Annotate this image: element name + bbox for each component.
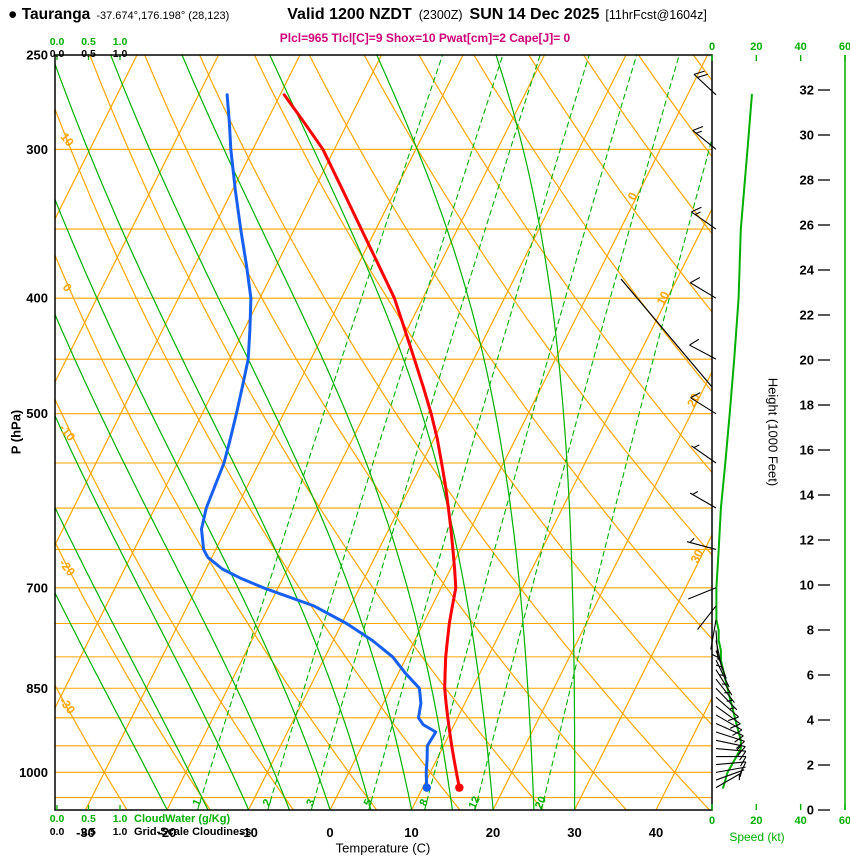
speed-tick-label: 60 [839, 815, 850, 827]
pressure-tick-label: 400 [26, 291, 48, 306]
temperature-curve [282, 93, 464, 792]
scale-tick-label: 0.5 [81, 826, 96, 838]
scale-tick-label: 0.5 [81, 48, 96, 60]
dry-adiabat-label: 0 [60, 281, 75, 295]
temperature-axis-title: Temperature (C) [335, 840, 431, 856]
height-tick-label: 6 [807, 668, 814, 683]
mixing-ratio-label: 3 [304, 797, 317, 808]
valid-date: SUN 14 Dec 2025 [469, 6, 600, 23]
valid-time: Valid 1200 NZDT [287, 6, 412, 23]
dewpoint-curve [200, 93, 438, 792]
height-tick-label: 28 [800, 173, 814, 188]
valid-utc: (2300Z) [418, 8, 463, 22]
scale-label: CloudWater (g/Kg) [134, 813, 231, 825]
temperature-tick-label: 20 [486, 825, 500, 840]
height-tick-label: 8 [807, 623, 814, 638]
station-bullet: ● [8, 6, 18, 23]
pressure-axis-title: P (hPa) [8, 409, 24, 455]
scale-label: Grid-Scale Cloudiness [134, 826, 252, 838]
mixing-ratio-label: 20 [533, 795, 549, 811]
temperature-tick-label: 10 [404, 825, 418, 840]
dry-adiabat-label: 10 [58, 130, 77, 149]
pressure-tick-label: 850 [26, 681, 48, 696]
wind-speed-curve [715, 93, 753, 789]
surface-temp-dot [455, 783, 464, 792]
pressure-tick-label: 500 [26, 406, 48, 421]
scale-tick-label: 0.0 [49, 36, 65, 48]
height-tick-label: 2 [807, 758, 814, 773]
scale-tick-label: 0.5 [81, 813, 96, 825]
temperature-tick-label: -10 [239, 825, 258, 840]
temperature-tick-label: 40 [649, 825, 663, 840]
speed-axis-title: Speed (kt) [729, 830, 785, 844]
temperature-tick-label: -30 [76, 825, 95, 840]
scale-tick-label: 0.0 [49, 826, 65, 838]
mixing-ratio-label: 5 [362, 797, 375, 808]
mixing-ratio-label: 2 [261, 797, 274, 808]
speed-tick-label: 0 [709, 815, 715, 827]
station-title: ● Tauranga [8, 6, 90, 24]
speed-tick-label: 20 [750, 41, 762, 53]
scale-tick-label: 1.0 [112, 813, 128, 825]
parameters-line: Plcl=965 Tlcl[C]=9 Shox=10 Pwat[cm]=2 Ca… [279, 31, 571, 45]
title-bar: ● Tauranga -37.674°,176.198° (28,123) Va… [8, 6, 844, 24]
speed-tick-label: 0 [709, 41, 715, 53]
height-tick-label: 30 [800, 128, 814, 143]
height-tick-label: 0 [807, 803, 814, 818]
temperature-tick-label: 0 [326, 825, 333, 840]
height-tick-label: 4 [807, 713, 815, 728]
height-tick-label: 12 [800, 533, 814, 548]
scale-tick-label: 0.0 [49, 48, 65, 60]
right-axes: 0020204040606002468101214161820222426283… [56, 41, 850, 827]
scale-tick-label: 0.5 [81, 36, 96, 48]
pressure-tick-label: 700 [26, 580, 48, 595]
height-tick-label: 24 [800, 263, 815, 278]
height-tick-label: 20 [800, 353, 814, 368]
mixing-ratio-label: 12 [467, 795, 483, 811]
background-lines-green [55, 55, 712, 810]
height-tick-label: 18 [800, 398, 814, 413]
isotherm-label: 30 [688, 547, 707, 566]
pressure-tick-label: 250 [26, 48, 48, 63]
forecast-info: [11hrFcst@1604z] [605, 8, 707, 22]
background-lines-orange [55, 55, 712, 810]
station-coords: -37.674°,176.198° (28,123) [96, 10, 230, 22]
surface-dewpoint-dot [422, 783, 431, 792]
height-tick-label: 32 [800, 83, 814, 98]
scale-tick-label: 1.0 [112, 826, 128, 838]
height-tick-label: 22 [800, 308, 814, 323]
height-tick-label: 14 [800, 488, 815, 503]
speed-tick-label: 40 [795, 815, 807, 827]
pressure-tick-label: 1000 [19, 765, 48, 780]
scale-tick-label: 1.0 [112, 36, 128, 48]
height-tick-label: 16 [800, 443, 814, 458]
height-axis-title: Height (1000 Feet) [765, 377, 781, 487]
dry-adiabat-label: -20 [56, 556, 78, 579]
isotherm-label: 10 [654, 289, 673, 308]
scale-tick-label: 0.0 [49, 813, 65, 825]
station-name: Tauranga [21, 6, 91, 23]
speed-tick-label: 60 [839, 41, 850, 53]
mixing-ratio-label: 8 [418, 797, 431, 808]
temperature-tick-label: -20 [158, 825, 177, 840]
height-tick-label: 26 [800, 218, 814, 233]
temperature-tick-label: 30 [567, 825, 581, 840]
wind-barbs [686, 70, 747, 789]
height-tick-label: 10 [800, 578, 814, 593]
scale-tick-label: 1.0 [112, 48, 128, 60]
speed-tick-label: 20 [750, 815, 762, 827]
speed-tick-label: 40 [795, 41, 807, 53]
plot-frame [54, 54, 713, 811]
mixing-ratio-label: 1 [191, 797, 204, 808]
pressure-tick-label: 300 [26, 142, 48, 157]
